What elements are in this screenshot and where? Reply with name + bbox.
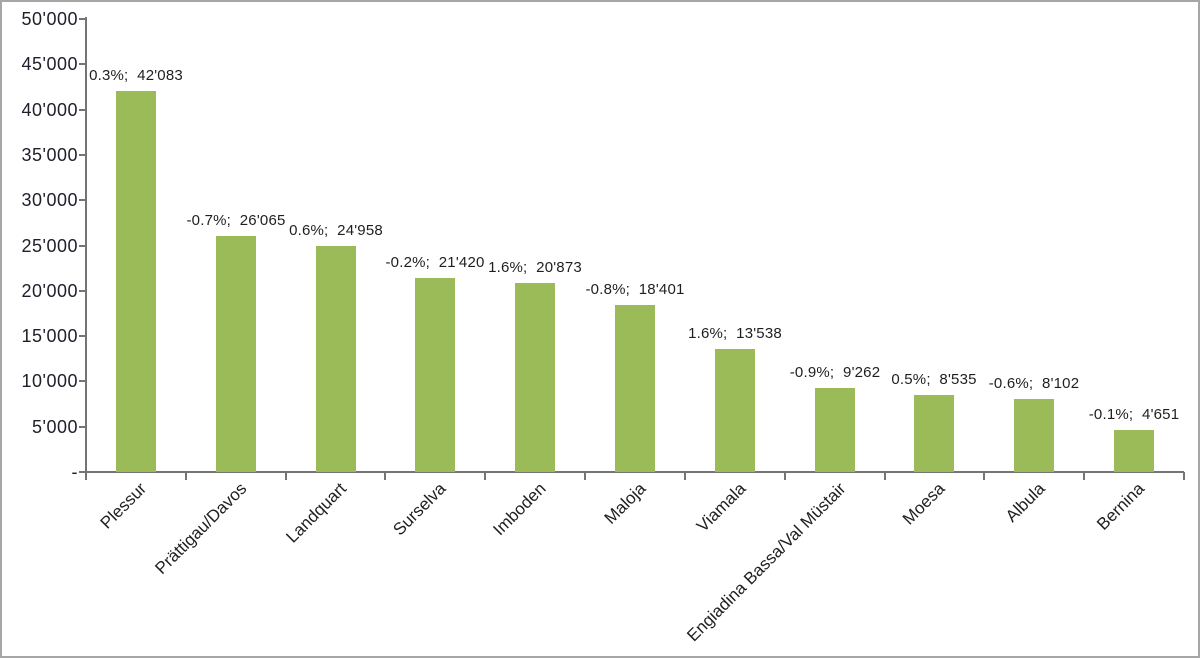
y-tick-mark	[79, 109, 86, 111]
x-category-label-landquart: Landquart	[282, 479, 351, 547]
bar-moesa	[914, 395, 954, 472]
y-tick-label: 25'000	[21, 236, 78, 256]
x-tick-mark	[884, 472, 886, 480]
y-tick-label: 50'000	[21, 9, 78, 29]
y-tick-mark	[79, 245, 86, 247]
x-tick-mark	[484, 472, 486, 480]
y-tick-label: 45'000	[21, 54, 78, 74]
x-tick-mark	[1183, 472, 1185, 480]
x-category-label-engiadina-bassa-val-m-stair: Engiadina Bassa/Val Müstair	[683, 479, 850, 646]
y-tick-label: 35'000	[21, 145, 78, 165]
bar-data-label: 0.5%; 8'535	[891, 371, 977, 388]
y-tick-label: 20'000	[21, 281, 78, 301]
bar-data-label: -0.7%; 26'065	[186, 212, 286, 229]
x-category-label-albula: Albula	[1001, 479, 1049, 526]
y-tick-mark	[79, 380, 86, 382]
bar-data-label: 1.6%; 13'538	[688, 325, 782, 342]
bar-data-label: -0.2%; 21'420	[385, 254, 485, 271]
x-category-label-pr-ttigau-davos: Prättigau/Davos	[151, 479, 251, 578]
bar-data-label: -0.6%; 8'102	[988, 375, 1080, 392]
bar-plessur	[116, 91, 156, 472]
x-category-label-bernina: Bernina	[1093, 479, 1149, 534]
bar-landquart	[316, 246, 356, 472]
bar-engiadina-bassa-val-m-stair	[815, 388, 855, 472]
bar-surselva	[415, 278, 455, 472]
x-category-label-imboden: Imboden	[489, 479, 550, 540]
bar-data-label: 0.3%; 42'083	[89, 67, 183, 84]
bar-viamala	[715, 349, 755, 472]
y-tick-label: 15'000	[21, 326, 78, 346]
y-tick-mark	[79, 199, 86, 201]
y-tick-label: 5'000	[32, 417, 78, 437]
x-tick-mark	[784, 472, 786, 480]
y-tick-label: 40'000	[21, 100, 78, 120]
x-tick-mark	[684, 472, 686, 480]
x-tick-mark	[85, 472, 87, 480]
x-category-label-moesa: Moesa	[898, 479, 949, 529]
bar-data-label: -0.8%; 18'401	[585, 281, 685, 298]
x-tick-mark	[1083, 472, 1085, 480]
bar-data-label: 0.6%; 24'958	[289, 222, 383, 239]
x-tick-mark	[384, 472, 386, 480]
bar-maloja	[615, 305, 655, 472]
bar-pr-ttigau-davos	[216, 236, 256, 472]
x-category-label-maloja: Maloja	[600, 479, 650, 528]
y-tick-mark	[79, 471, 86, 473]
y-tick-label: -	[71, 462, 78, 482]
x-tick-mark	[983, 472, 985, 480]
y-tick-label: 10'000	[21, 371, 78, 391]
bar-bernina	[1114, 430, 1154, 472]
y-tick-mark	[79, 290, 86, 292]
y-tick-mark	[79, 63, 86, 65]
y-axis	[85, 17, 87, 473]
bar-albula	[1014, 399, 1054, 472]
x-category-label-surselva: Surselva	[389, 479, 450, 540]
y-tick-label: 30'000	[21, 190, 78, 210]
y-tick-mark	[79, 18, 86, 20]
y-tick-mark	[79, 154, 86, 156]
y-tick-mark	[79, 335, 86, 337]
bar-data-label: -0.1%; 4'651	[1088, 406, 1180, 423]
bar-imboden	[515, 283, 555, 472]
x-category-label-viamala: Viamala	[692, 479, 750, 536]
x-tick-mark	[285, 472, 287, 480]
bar-data-label: -0.9%; 9'262	[789, 364, 881, 381]
bar-data-label: 1.6%; 20'873	[488, 259, 582, 276]
y-tick-mark	[79, 426, 86, 428]
x-tick-mark	[185, 472, 187, 480]
x-tick-mark	[584, 472, 586, 480]
x-category-label-plessur: Plessur	[96, 479, 151, 533]
x-axis	[79, 471, 1184, 473]
